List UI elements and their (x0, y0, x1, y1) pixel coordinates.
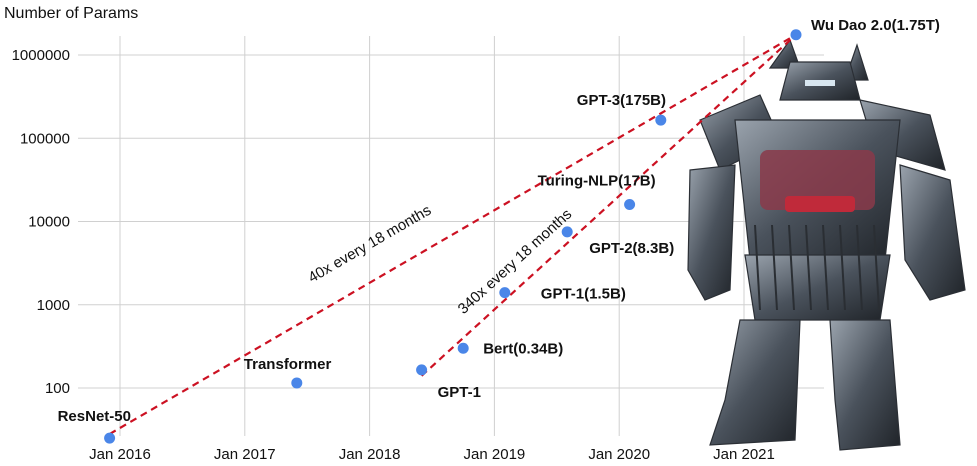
robot-part (899, 164, 966, 301)
robot-detail (873, 224, 880, 311)
point-label: Transformer (244, 356, 332, 373)
y-tick-label: 100000 (20, 130, 70, 147)
x-tick-label: Jan 2021 (713, 446, 775, 463)
data-point (499, 287, 511, 299)
axes: 100 1000 10000 100000 1000000 Jan 2016 Jan 201… (12, 47, 775, 463)
robot-detail (788, 224, 795, 311)
point-label: Turing-NLP(17B) (538, 173, 656, 190)
point-label: GPT-2(8.3B) (589, 240, 674, 257)
x-tick-label: Jan 2020 (588, 446, 650, 463)
point-label: GPT-3(175B) (577, 92, 666, 109)
robot-part (768, 38, 801, 69)
robot-part (744, 254, 891, 321)
x-tick-label: Jan 2016 (89, 446, 151, 463)
robot-part (709, 319, 801, 446)
y-axis-title: Number of Params (4, 5, 138, 22)
data-point (624, 199, 636, 211)
robot-eyes (805, 80, 835, 86)
y-tick-label: 1000 (37, 297, 70, 314)
data-point (561, 226, 573, 238)
trend-line (109, 33, 797, 435)
point-label: Bert(0.34B) (483, 340, 563, 357)
robot-detail (839, 224, 846, 311)
robot-part (687, 164, 736, 301)
x-tick-label: Jan 2019 (464, 446, 526, 463)
data-points: ResNet-50 Transformer GPT-1 Bert(0.34B) GPT-… (58, 17, 940, 444)
point-label: ResNet-50 (58, 408, 131, 425)
data-point (104, 432, 116, 444)
point-label: GPT-1 (438, 384, 481, 401)
y-tick-label: 1000000 (12, 47, 70, 64)
robot-part (829, 319, 901, 451)
x-tick-label: Jan 2018 (339, 446, 401, 463)
data-point (790, 29, 802, 41)
data-point (291, 377, 303, 389)
point-label: Wu Dao 2.0(1.75T) (811, 17, 940, 34)
data-point (457, 342, 469, 354)
robot-detail (771, 224, 778, 311)
robot-detail (856, 224, 863, 311)
robot-chest (760, 150, 875, 210)
x-tick-label: Jan 2017 (214, 446, 276, 463)
data-point (416, 364, 428, 376)
robot-chest-light (785, 196, 855, 212)
y-tick-label: 100 (45, 380, 70, 397)
point-label: GPT-1(1.5B) (541, 286, 626, 303)
trend-line (420, 33, 797, 377)
robot-image (687, 38, 966, 451)
data-point (655, 114, 667, 126)
robot-detail (822, 224, 829, 311)
robot-detail (805, 224, 812, 311)
robot-detail (754, 224, 761, 311)
y-tick-label: 10000 (28, 214, 70, 231)
